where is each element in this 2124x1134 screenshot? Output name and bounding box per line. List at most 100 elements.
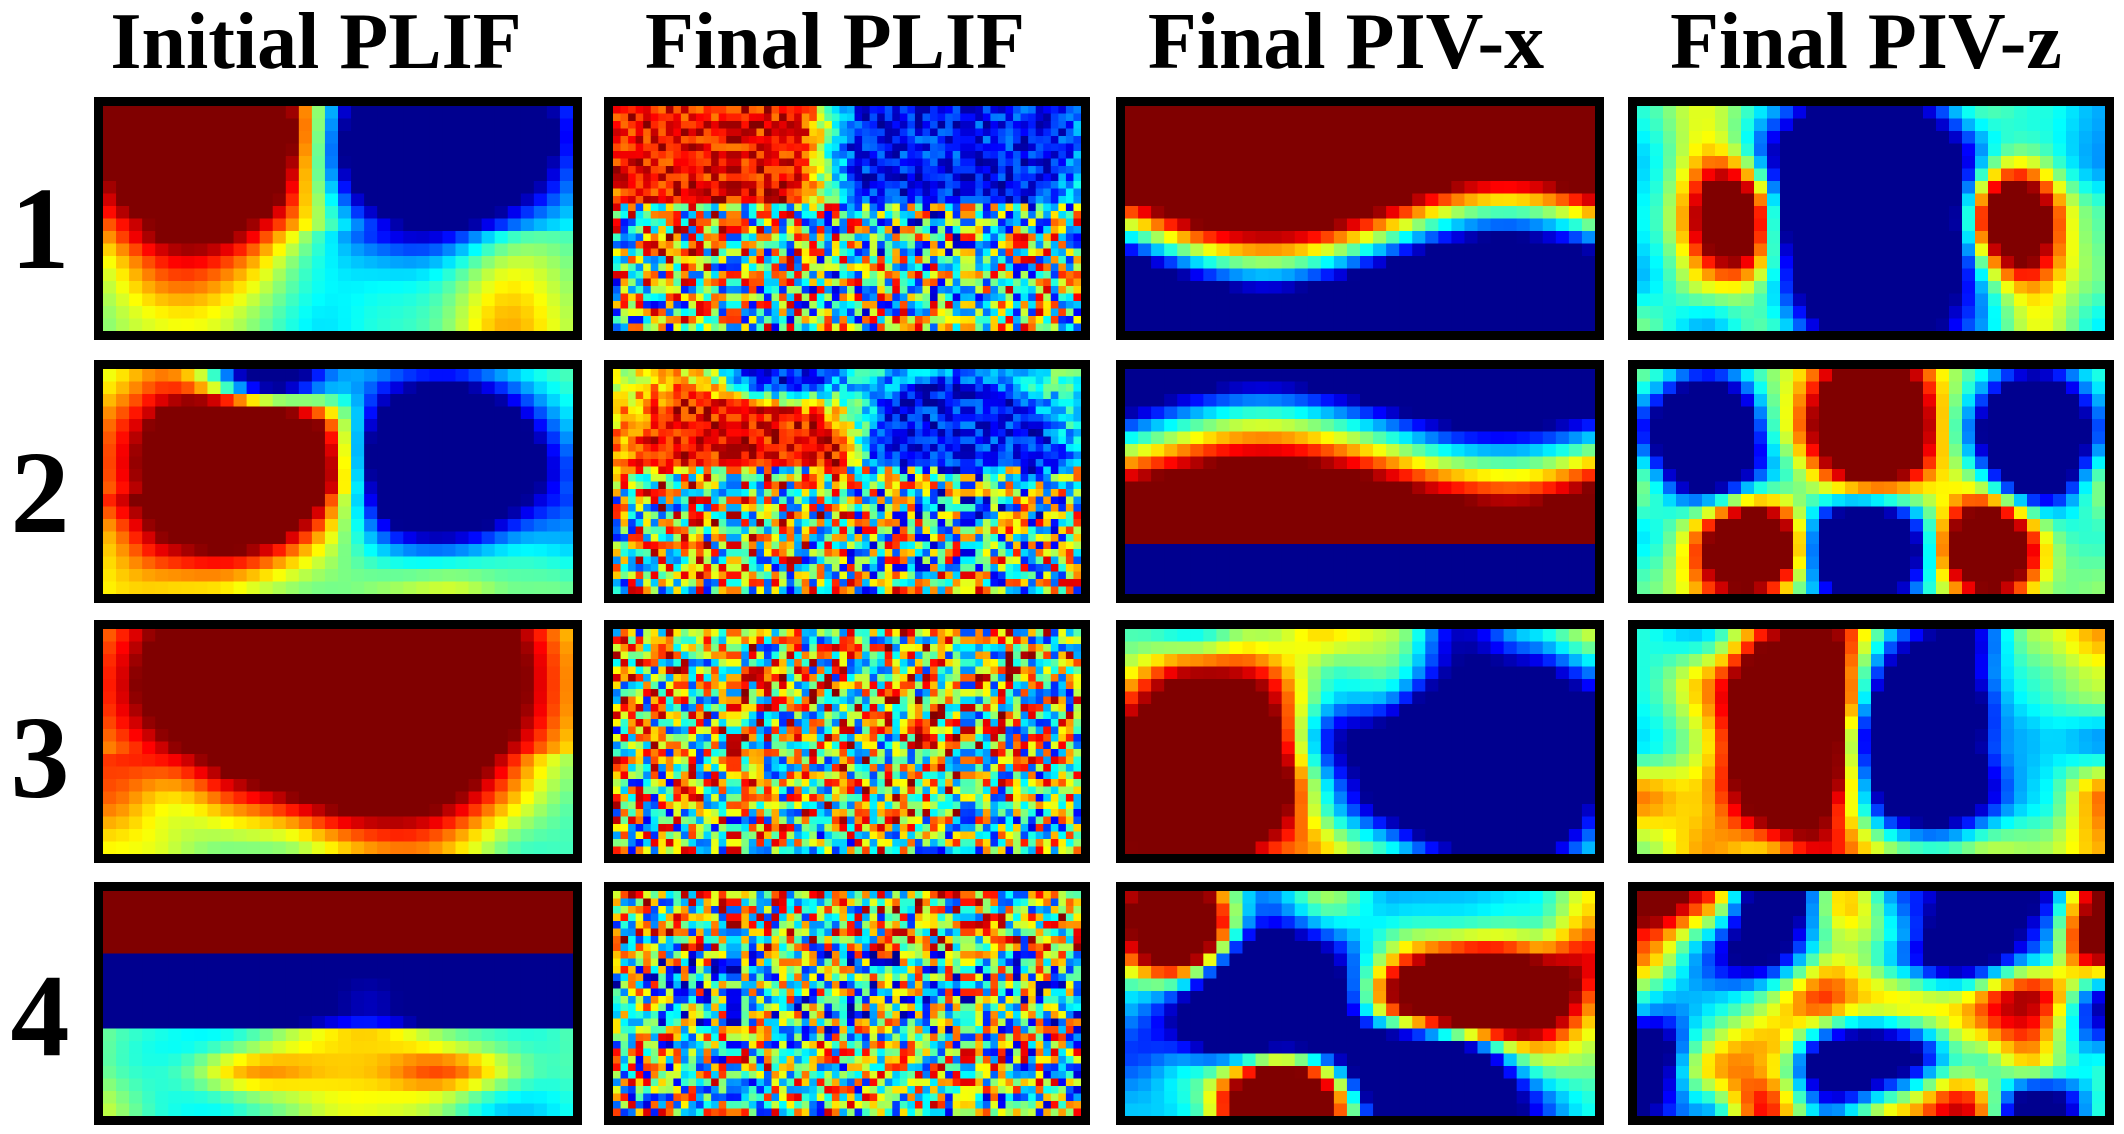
heatmap-cell [945, 278, 954, 287]
heatmap-cell [914, 369, 924, 378]
heatmap-cell [116, 544, 130, 558]
heatmap-cell [2066, 131, 2080, 145]
heatmap-cell [877, 376, 886, 385]
heatmap-cell [2066, 231, 2080, 245]
heatmap-cell [481, 318, 496, 331]
heatmap-cell [877, 233, 886, 242]
heatmap-cell [907, 181, 916, 190]
heatmap-cell [741, 384, 750, 393]
heatmap-cell [2053, 293, 2067, 307]
heatmap-cell [1568, 168, 1583, 182]
heatmap-cell [892, 384, 901, 393]
heatmap-cell [741, 188, 750, 197]
heatmap-cell [2014, 218, 2028, 232]
heatmap-cell [990, 166, 999, 175]
heatmap-cell [285, 106, 300, 120]
heatmap-cell [455, 469, 470, 483]
heatmap-cell [168, 268, 182, 282]
heatmap-cell [975, 136, 984, 145]
heatmap-cell [779, 226, 788, 235]
heatmap-cell [1020, 293, 1029, 302]
heatmap-cell [1754, 306, 1768, 320]
heatmap-cell [990, 173, 999, 182]
heatmap-cell [733, 211, 742, 220]
heatmap-cell [854, 391, 863, 400]
heatmap-cell [748, 278, 758, 287]
heatmap-cell [1177, 231, 1191, 245]
heatmap-cell [748, 106, 758, 115]
heatmap-cell [982, 181, 992, 190]
heatmap-cell [1005, 369, 1014, 378]
heatmap-cell [1281, 231, 1296, 245]
heatmap-cell [311, 306, 326, 320]
heatmap-cell [559, 556, 573, 570]
heatmap-cell [1307, 156, 1322, 170]
heatmap-cell [854, 181, 863, 190]
heatmap-cell [246, 218, 261, 232]
heatmap-cell [1741, 206, 1755, 220]
heatmap-cell [884, 121, 893, 130]
heatmap-cell [922, 406, 931, 415]
heatmap-cell [403, 519, 417, 533]
heatmap-cell [613, 173, 622, 182]
heatmap-cell [520, 481, 535, 495]
heatmap-cell [1386, 218, 1400, 232]
heatmap-cell [390, 506, 404, 520]
heatmap-cell [1503, 193, 1518, 207]
heatmap-cell [416, 569, 430, 583]
heatmap-cell [1845, 231, 1859, 245]
heatmap-cell [1065, 121, 1075, 130]
heatmap-cell [533, 406, 548, 420]
heatmap-cell [741, 376, 750, 385]
heatmap-cell [884, 256, 893, 265]
heatmap-cell [658, 218, 667, 227]
heatmap-cell [272, 131, 287, 145]
heatmap-cell [129, 293, 143, 307]
heatmap-cell [1754, 206, 1768, 220]
heatmap-cell [207, 444, 222, 458]
heatmap-cell [1438, 168, 1452, 182]
heatmap-cell [816, 113, 825, 122]
heatmap-cell [364, 556, 378, 570]
heatmap-cell [952, 106, 961, 115]
heatmap-cell [726, 278, 735, 287]
heatmap-cell [990, 399, 999, 408]
heatmap-cell [643, 369, 652, 378]
heatmap-cell [1780, 118, 1794, 132]
heatmap-cell [1399, 281, 1413, 295]
heatmap-cell [155, 406, 169, 420]
heatmap-cell [285, 243, 300, 257]
heatmap-cell [696, 391, 705, 400]
heatmap-cell [1412, 193, 1426, 207]
heatmap-cell [1216, 131, 1231, 145]
heatmap-cell [455, 106, 470, 120]
heatmap-cell [324, 469, 339, 483]
heatmap-cell [298, 156, 313, 170]
heatmap-cell [997, 128, 1007, 137]
heatmap-cell [481, 419, 496, 433]
heatmap-cell [1333, 143, 1348, 157]
heatmap-cell [403, 531, 417, 545]
heatmap-cell [809, 263, 818, 272]
heatmap-cell [246, 544, 261, 558]
heatmap-cell [520, 506, 535, 520]
heatmap-cell [771, 301, 780, 310]
heatmap-cell [982, 218, 992, 227]
heatmap-cell [103, 218, 117, 232]
heatmap-cell [1464, 143, 1479, 157]
heatmap-cell [952, 271, 961, 280]
heatmap-cell [1125, 143, 1139, 157]
heatmap-cell [854, 211, 863, 220]
heatmap-cell [801, 293, 810, 302]
heatmap-cell [680, 113, 690, 122]
heatmap-cell [922, 143, 931, 152]
heatmap-cell [673, 128, 682, 137]
heatmap-cell [1490, 131, 1505, 145]
heatmap-cell [1728, 218, 1742, 232]
heatmap-cell [1320, 156, 1335, 170]
heatmap-cell [877, 166, 886, 175]
heatmap-cell [892, 421, 901, 430]
heatmap-cell [207, 419, 222, 433]
heatmap-cell [937, 293, 946, 302]
heatmap-cell [2079, 218, 2093, 232]
